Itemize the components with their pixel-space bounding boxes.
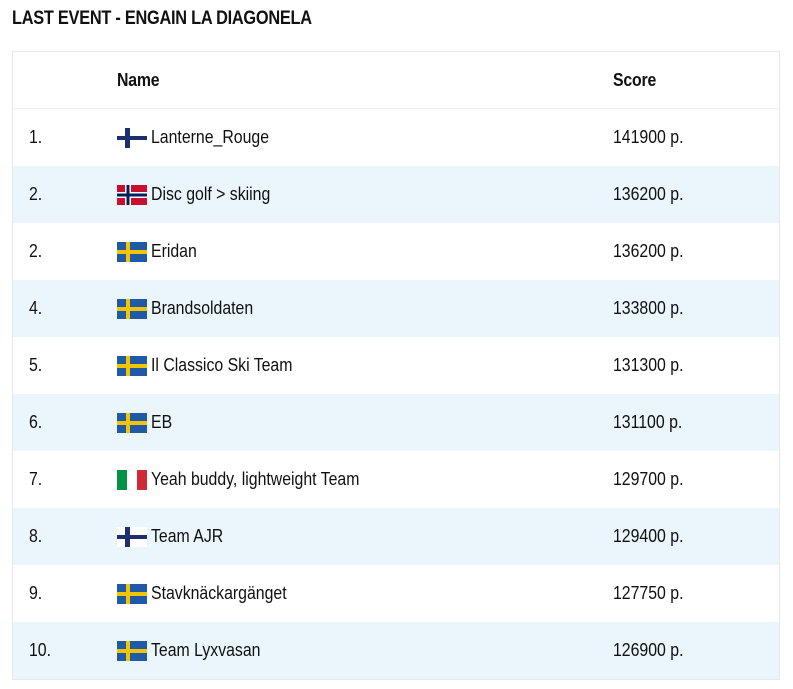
score-value: 131300 p. xyxy=(613,355,684,375)
rank-value: 10. xyxy=(29,640,52,660)
table-row: 4. Brandsoldaten 133800 p. xyxy=(13,280,779,337)
sweden-flag-icon xyxy=(117,640,147,661)
rank-value: 2. xyxy=(29,184,43,204)
score-header: Score xyxy=(613,69,657,90)
table-row: 5. Il Classico Ski Team 131300 p. xyxy=(13,337,779,394)
score-value: 131100 p. xyxy=(613,412,683,432)
rank-cell: 9. xyxy=(13,565,117,622)
table-row: 6. EB 131100 p. xyxy=(13,394,779,451)
score-value: 127750 p. xyxy=(613,583,684,603)
sweden-flag-icon xyxy=(117,583,147,604)
norway-flag-icon xyxy=(117,184,147,205)
name-cell: Stavknäckargänget xyxy=(117,565,613,622)
team-name: Disc golf > skiing xyxy=(151,184,271,204)
rank-cell: 2. xyxy=(13,166,117,223)
team-name: Yeah buddy, lightweight Team xyxy=(151,469,360,489)
rank-value: 9. xyxy=(29,583,43,603)
score-cell: 126900 p. xyxy=(613,622,779,679)
table-row: 7. Yeah buddy, lightweight Team 129700 p. xyxy=(13,451,779,508)
rank-value: 2. xyxy=(29,241,43,261)
score-cell: 131100 p. xyxy=(613,394,779,451)
score-cell: 133800 p. xyxy=(613,280,779,337)
table-header-row: Name Score xyxy=(13,52,779,109)
italy-flag-icon xyxy=(117,469,147,490)
name-cell: Il Classico Ski Team xyxy=(117,337,613,394)
team-name: Lanterne_Rouge xyxy=(151,127,270,147)
results-table-container: Name Score 1. Lanterne_Rouge 141900 p. 2. Di… xyxy=(12,51,780,680)
name-cell: Eridan xyxy=(117,223,613,280)
score-value: 126900 p. xyxy=(613,640,684,660)
name-cell: Team Lyxvasan xyxy=(117,622,613,679)
rank-cell: 8. xyxy=(13,508,117,565)
table-row: 10. Team Lyxvasan 126900 p. xyxy=(13,622,779,679)
page-title: LAST EVENT - ENGAIN LA DIAGONELA xyxy=(12,8,312,29)
rank-cell: 4. xyxy=(13,280,117,337)
name-cell: Yeah buddy, lightweight Team xyxy=(117,451,613,508)
name-cell: Brandsoldaten xyxy=(117,280,613,337)
finland-flag-icon xyxy=(117,127,147,148)
team-name: Team Lyxvasan xyxy=(151,640,261,660)
finland-flag-icon xyxy=(117,526,147,547)
table-row: 1. Lanterne_Rouge 141900 p. xyxy=(13,108,779,167)
team-name: Team AJR xyxy=(151,526,224,546)
rank-value: 6. xyxy=(29,412,43,432)
score-value: 129400 p. xyxy=(613,526,684,546)
table-row: 8. Team AJR 129400 p. xyxy=(13,508,779,565)
rank-value: 8. xyxy=(29,526,43,546)
name-cell: Lanterne_Rouge xyxy=(117,109,613,167)
name-header: Name xyxy=(117,69,160,90)
score-cell: 127750 p. xyxy=(613,565,779,622)
score-cell: 141900 p. xyxy=(613,109,779,167)
table-row: 9. Stavknäckargänget 127750 p. xyxy=(13,565,779,622)
sweden-flag-icon xyxy=(117,298,147,319)
sweden-flag-icon xyxy=(117,355,147,376)
rank-value: 5. xyxy=(29,355,43,375)
score-cell: 136200 p. xyxy=(613,223,779,280)
team-name: Eridan xyxy=(151,241,197,261)
results-table: Name Score 1. Lanterne_Rouge 141900 p. 2. Di… xyxy=(13,52,779,679)
name-cell: Team AJR xyxy=(117,508,613,565)
score-value: 141900 p. xyxy=(613,127,684,147)
rank-value: 4. xyxy=(29,298,43,318)
score-value: 133800 p. xyxy=(613,298,684,318)
score-cell: 129700 p. xyxy=(613,451,779,508)
sweden-flag-icon xyxy=(117,241,147,262)
rank-value: 7. xyxy=(29,469,43,489)
score-value: 136200 p. xyxy=(613,241,684,261)
score-value: 129700 p. xyxy=(613,469,684,489)
rank-cell: 1. xyxy=(13,109,117,167)
table-row: 2. Disc golf > skiing 136200 p. xyxy=(13,166,779,223)
rank-header xyxy=(13,52,117,109)
sweden-flag-icon xyxy=(117,412,147,433)
table-row: 2. Eridan 136200 p. xyxy=(13,223,779,280)
rank-cell: 7. xyxy=(13,451,117,508)
score-value: 136200 p. xyxy=(613,184,684,204)
rank-value: 1. xyxy=(29,127,43,147)
rank-cell: 2. xyxy=(13,223,117,280)
score-cell: 131300 p. xyxy=(613,337,779,394)
rank-cell: 5. xyxy=(13,337,117,394)
team-name: Il Classico Ski Team xyxy=(151,355,293,375)
score-cell: 136200 p. xyxy=(613,166,779,223)
rank-cell: 6. xyxy=(13,394,117,451)
name-cell: Disc golf > skiing xyxy=(117,166,613,223)
score-cell: 129400 p. xyxy=(613,508,779,565)
team-name: Brandsoldaten xyxy=(151,298,254,318)
team-name: Stavknäckargänget xyxy=(151,583,287,603)
team-name: EB xyxy=(151,412,173,432)
name-cell: EB xyxy=(117,394,613,451)
rank-cell: 10. xyxy=(13,622,117,679)
